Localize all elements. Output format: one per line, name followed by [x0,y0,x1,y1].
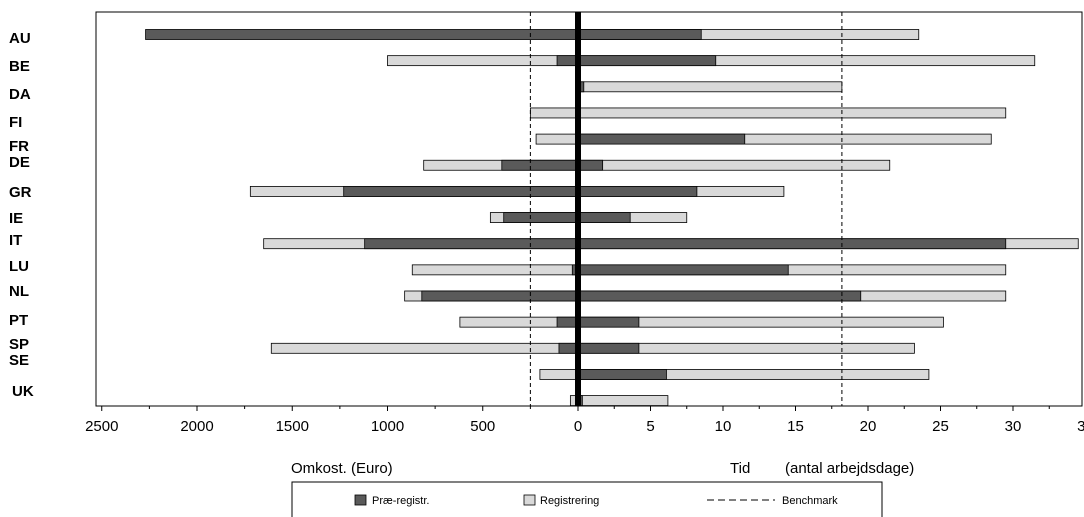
country-label: IT [9,232,22,249]
legend-label: Registrering [540,495,599,507]
cost-tick-label: 2000 [180,418,213,435]
legend-box [291,481,883,517]
cost-registration-bar [529,107,579,119]
country-label: SE [9,352,29,369]
country-label: SP [9,336,29,353]
country-label: FI [9,114,22,131]
cost-registration-bar [270,342,579,354]
time-pre-registration-bar [577,369,667,380]
country-label: IE [9,210,23,227]
country-label: UK [12,383,34,400]
cost-tick-label: 0 [574,418,582,435]
cost-pre-registration-bar [556,316,579,328]
time-pre-registration-bar [577,264,789,276]
time-pre-registration-bar [577,55,717,67]
cost-pre-registration-bar [501,159,579,171]
cost-axis-title: Omkost. (Euro) [291,460,393,477]
time-pre-registration-bar [577,342,640,354]
country-label: GR [9,184,32,201]
legend-label: Benchmark [782,495,838,507]
country-label: DA [9,86,31,103]
cost-registration-bar [387,55,579,67]
country-label: FR [9,138,29,155]
cost-tick-label: 1500 [276,418,309,435]
time-pre-registration-bar [577,133,746,145]
time-pre-registration-bar [577,290,862,302]
country-label: LU [9,258,29,275]
country-label: DE [9,154,30,171]
time-pre-registration-bar [577,29,702,40]
country-label: BE [9,58,30,75]
country-label: NL [9,283,29,300]
time-tick-label: 35 [1077,418,1084,435]
cost-pre-registration-bar [145,29,579,40]
cost-registration-bar [539,369,579,380]
cost-registration-bar [411,264,579,276]
time-tick-label: 5 [646,418,654,435]
time-pre-registration-bar [577,316,640,328]
time-tick-label: 15 [787,418,804,435]
time-axis-title: Tid [730,460,750,477]
time-tick-label: 30 [1005,418,1022,435]
cost-registration-bar [535,133,579,145]
cost-tick-label: 500 [470,418,495,435]
legend-swatch-pre-registration [354,494,367,506]
country-label: PT [9,312,28,329]
time-tick-label: 10 [715,418,732,435]
time-tick-label: 25 [932,418,949,435]
cost-pre-registration-bar [556,55,579,67]
legend-swatch-registration [523,494,536,506]
time-pre-registration-bar [577,159,604,171]
time-registration-bar [577,395,669,407]
cost-tick-label: 1000 [371,418,404,435]
time-registration-bar [577,159,891,171]
legend: Præ-registr. Registrering Benchmark [291,481,883,517]
time-registration-bar [577,107,1007,119]
time-axis-unit: (antal arbejdsdage) [785,460,914,477]
time-pre-registration-bar [577,238,1007,250]
country-label: AU [9,30,31,47]
cost-tick-label: 2500 [85,418,118,435]
cost-pre-registration-bar [364,238,579,250]
cost-pre-registration-bar [503,212,579,223]
zero-divider-line [575,12,581,406]
time-tick-label: 20 [860,418,877,435]
cost-pre-registration-bar [343,185,579,197]
time-pre-registration-bar [577,185,698,197]
time-registration-bar [577,81,843,93]
legend-label: Præ-registr. [372,495,429,507]
cost-pre-registration-bar [421,290,579,302]
time-pre-registration-bar [577,212,631,223]
